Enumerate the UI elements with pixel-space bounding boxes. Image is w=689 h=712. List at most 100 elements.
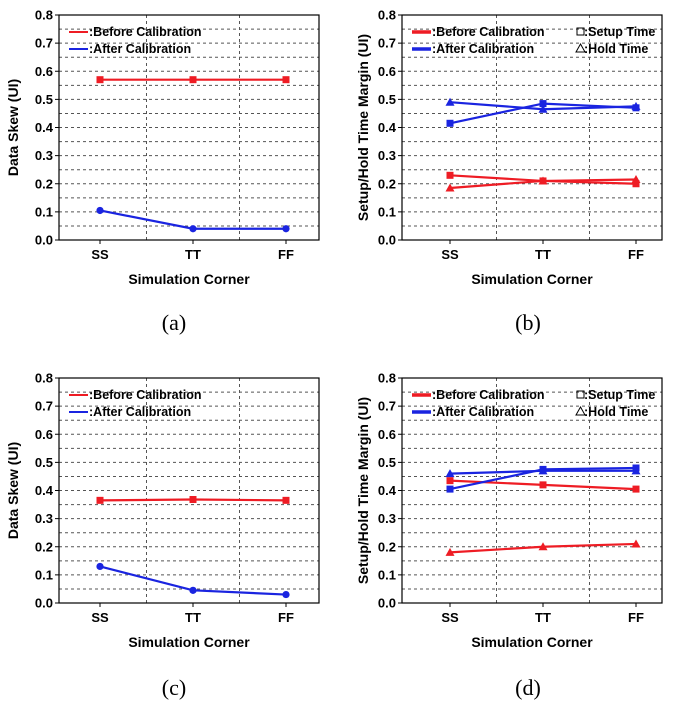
legend-label-before: :Before Calibration [432, 25, 545, 39]
y-axis-label: Data Skew (UI) [5, 442, 21, 539]
legend-label-before: :Before Calibration [432, 388, 545, 402]
y-axis-label: Setup/Hold Time Margin (UI) [355, 397, 371, 584]
x-axis-label: Simulation Corner [128, 271, 250, 287]
data-point [96, 496, 104, 504]
data-point [96, 562, 104, 571]
y-tick-label: 0.0 [35, 596, 53, 611]
y-axis-label: Setup/Hold Time Margin (UI) [355, 34, 371, 221]
y-tick-label: 0.3 [35, 511, 53, 526]
legend-label-hold: :Hold Time [584, 405, 648, 419]
data-point [189, 225, 197, 233]
y-tick-label: 0.2 [35, 176, 53, 191]
data-point [446, 485, 454, 493]
data-point [538, 466, 548, 475]
y-tick-label: 0.6 [35, 64, 53, 79]
data-point [446, 477, 454, 485]
data-point [189, 496, 197, 503]
y-tick-label: 0.6 [378, 427, 396, 442]
y-tick-label: 0.1 [378, 204, 396, 219]
y-tick-label: 0.5 [35, 92, 53, 107]
x-tick-label: FF [628, 610, 644, 625]
y-tick-label: 0.4 [378, 483, 397, 498]
data-point [538, 104, 548, 113]
legend-label-setup: :Setup Time [584, 388, 655, 402]
data-point [445, 97, 455, 106]
y-tick-label: 0.4 [35, 120, 54, 135]
y-tick-label: 0.8 [35, 371, 53, 386]
y-tick-label: 0.0 [35, 233, 53, 248]
legend-label-setup: :Setup Time [584, 25, 655, 39]
y-tick-label: 0.8 [378, 371, 396, 386]
data-point [96, 76, 104, 84]
panel-label: (c) [162, 675, 186, 700]
y-tick-label: 0.7 [35, 399, 53, 414]
y-tick-label: 0.3 [35, 148, 53, 163]
data-point [445, 547, 455, 556]
y-axis-label: Data Skew (UI) [5, 79, 21, 176]
y-tick-label: 0.0 [378, 596, 396, 611]
data-point [282, 76, 290, 84]
data-point [446, 119, 454, 127]
data-point [538, 542, 548, 551]
x-tick-label: FF [278, 247, 294, 262]
x-tick-label: SS [91, 610, 109, 625]
x-tick-label: SS [441, 247, 459, 262]
legend-square-icon [576, 27, 585, 36]
x-tick-label: TT [185, 610, 201, 625]
y-tick-label: 0.8 [378, 8, 396, 23]
panel-label: (b) [515, 310, 541, 335]
data-point [282, 225, 290, 233]
legend-label-after: :After Calibration [432, 42, 534, 56]
data-point [446, 171, 454, 179]
data-point [282, 496, 290, 504]
x-tick-label: FF [278, 610, 294, 625]
y-tick-label: 0.1 [35, 204, 53, 219]
data-point [632, 485, 640, 493]
y-tick-label: 0.3 [378, 511, 396, 526]
data-point [631, 101, 641, 110]
y-tick-label: 0.1 [378, 567, 396, 582]
legend-label-hold: :Hold Time [584, 42, 648, 56]
data-point [631, 539, 641, 548]
legend-label-before: :Before Calibration [89, 25, 202, 39]
y-tick-label: 0.1 [35, 567, 53, 582]
y-tick-label: 0.0 [378, 233, 396, 248]
y-tick-label: 0.7 [378, 399, 396, 414]
x-tick-label: SS [91, 247, 109, 262]
data-point [189, 586, 197, 594]
legend-label-after: :After Calibration [432, 405, 534, 419]
y-tick-label: 0.4 [378, 120, 397, 135]
panel-label: (d) [515, 675, 541, 700]
x-tick-label: FF [628, 247, 644, 262]
y-tick-label: 0.2 [35, 539, 53, 554]
data-point [632, 180, 640, 188]
data-point [189, 76, 197, 84]
legend-triangle-icon [575, 405, 586, 416]
data-point [282, 590, 290, 599]
y-tick-label: 0.4 [35, 483, 54, 498]
y-tick-label: 0.5 [378, 92, 396, 107]
chart-panel-a: 0.0 0.1 0.2 0.3 0.4 0.5 0.6 0.7 0.8 SS TT FF Simulat… [5, 8, 320, 335]
y-tick-label: 0.8 [35, 8, 53, 23]
chart-panel-d: 0.0 0.1 0.2 0.3 0.4 0.5 0.6 0.7 0.8 SS TT FF Simulat… [355, 371, 663, 700]
y-tick-label: 0.7 [35, 36, 53, 51]
legend-label-before: :Before Calibration [89, 388, 202, 402]
y-tick-label: 0.5 [35, 455, 53, 470]
legend-label-after: :After Calibration [89, 42, 191, 56]
legend-label-after: :After Calibration [89, 405, 191, 419]
legend-square-icon [576, 390, 585, 399]
x-axis-label: Simulation Corner [471, 271, 593, 287]
data-point [96, 206, 104, 215]
y-tick-label: 0.2 [378, 539, 396, 554]
y-tick-label: 0.7 [378, 36, 396, 51]
data-point [445, 183, 455, 192]
x-axis-label: Simulation Corner [471, 634, 593, 650]
x-axis-label: Simulation Corner [128, 634, 250, 650]
data-point [631, 466, 641, 475]
x-tick-label: TT [185, 247, 201, 262]
x-tick-label: TT [535, 610, 551, 625]
y-tick-label: 0.5 [378, 455, 396, 470]
y-tick-label: 0.2 [378, 176, 396, 191]
y-tick-label: 0.6 [378, 64, 396, 79]
